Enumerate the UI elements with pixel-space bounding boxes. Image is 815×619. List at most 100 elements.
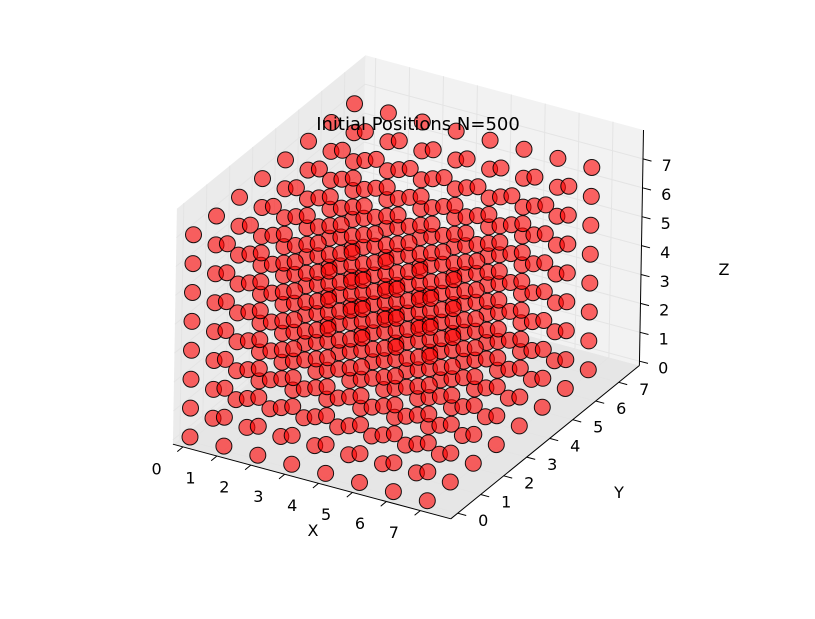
data-point (379, 104, 397, 122)
data-point (579, 361, 597, 379)
chart-title: Initial Positions N=500 (316, 114, 520, 135)
y-tick (549, 437, 559, 442)
data-point (323, 114, 340, 131)
data-point (526, 168, 544, 186)
data-point (215, 408, 233, 426)
grid-line (363, 170, 642, 247)
data-point (333, 141, 351, 159)
data-point (251, 331, 269, 349)
data-point (442, 444, 460, 462)
data-point (390, 132, 408, 150)
data-point (514, 215, 532, 233)
y-axis-label: Y (613, 483, 624, 502)
data-point (284, 369, 302, 387)
data-point (581, 245, 599, 263)
data-point (249, 446, 267, 464)
data-point (309, 234, 327, 252)
grid-line (364, 112, 643, 189)
data-point (511, 388, 529, 406)
data-point (488, 407, 506, 425)
data-point (217, 322, 235, 339)
data-point (351, 474, 368, 491)
data-point (284, 398, 302, 415)
data-point (353, 358, 370, 376)
data-point (465, 425, 483, 443)
x-tick-label: 5 (321, 505, 331, 524)
data-point (218, 264, 236, 282)
grid-line (608, 121, 614, 358)
x-tick-label: 3 (253, 487, 263, 506)
x-tick (210, 455, 218, 462)
data-point (332, 216, 350, 234)
y-axis-line (450, 365, 640, 520)
data-point (389, 206, 407, 224)
data-point (346, 95, 363, 113)
data-point (300, 132, 317, 150)
y-tick (503, 475, 513, 479)
data-point (216, 379, 234, 397)
data-point (515, 140, 533, 158)
data-point (510, 417, 528, 435)
z-tick-label: 6 (661, 185, 671, 204)
data-point (401, 160, 419, 177)
data-point (217, 293, 235, 311)
grid-line (574, 112, 580, 349)
data-point (581, 274, 599, 292)
grid-line (175, 112, 365, 267)
grid-line (472, 85, 478, 321)
grid-line (540, 103, 546, 340)
data-point (353, 329, 371, 347)
x-tick (244, 464, 252, 471)
data-point (286, 282, 304, 300)
data-point (446, 196, 464, 214)
z-tick-label: 1 (659, 330, 669, 349)
data-point (465, 397, 483, 414)
data-point (400, 234, 418, 252)
points (181, 95, 601, 510)
grid-line (371, 58, 377, 294)
data-point (351, 445, 369, 463)
data-point (512, 330, 530, 348)
y-tick (526, 456, 536, 460)
data-point (537, 196, 555, 214)
data-point (445, 271, 463, 289)
data-point (424, 141, 442, 159)
data-point (444, 300, 462, 318)
data-point (385, 425, 403, 443)
z-tick (640, 274, 650, 278)
data-point (533, 398, 551, 416)
data-point (250, 360, 268, 377)
data-point (580, 303, 598, 321)
grid-line (179, 203, 185, 439)
data-point (559, 235, 577, 253)
data-point (320, 291, 338, 309)
y-tick (457, 512, 467, 516)
data-point (420, 405, 438, 423)
data-point (467, 281, 485, 299)
data-point (489, 349, 507, 367)
data-point (354, 300, 371, 318)
data-point (558, 293, 576, 311)
z-tick-label: 4 (660, 243, 670, 262)
left-pane (172, 55, 366, 445)
data-point (513, 272, 531, 290)
data-point (182, 370, 200, 388)
data-point (317, 464, 335, 482)
data-point (511, 359, 529, 377)
data-point (275, 225, 293, 243)
data-point (560, 177, 578, 195)
data-point (435, 169, 453, 187)
data-point (277, 151, 294, 169)
x-tick-label: 6 (355, 514, 365, 533)
x-tick (380, 501, 387, 507)
data-point (344, 169, 362, 187)
data-point (218, 235, 236, 253)
data-point (559, 206, 577, 224)
data-point (252, 244, 270, 262)
data-point (319, 349, 337, 367)
data-point (352, 416, 369, 434)
data-point (420, 376, 438, 394)
data-point (469, 178, 487, 196)
grid-line (202, 184, 208, 420)
